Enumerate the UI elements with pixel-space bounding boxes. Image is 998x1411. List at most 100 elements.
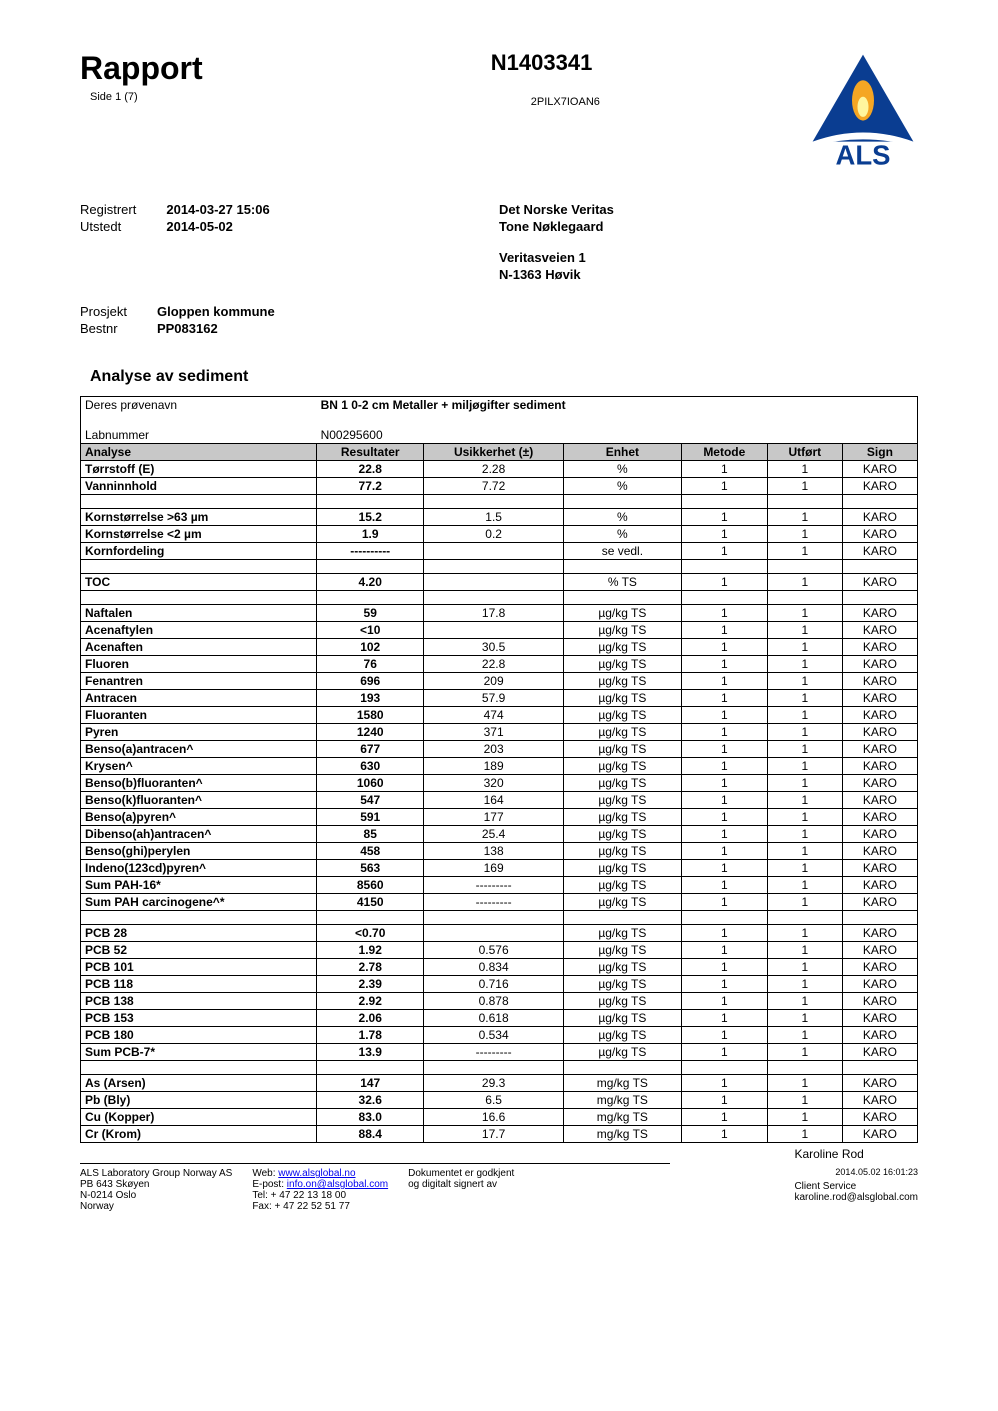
cell-uncertainty: 0.834: [424, 959, 564, 976]
cell-sign: KARO: [842, 622, 917, 639]
report-number: N1403341: [491, 50, 600, 76]
cell-performed: 1: [767, 461, 842, 478]
cell-performed: 1: [767, 942, 842, 959]
cell-unit: µg/kg TS: [563, 707, 681, 724]
cell-performed: 1: [767, 690, 842, 707]
cell-uncertainty: 2.28: [424, 461, 564, 478]
table-row: Benso(a)antracen^677203µg/kg TS11KARO: [81, 741, 918, 758]
cell-uncertainty: ---------: [424, 877, 564, 894]
table-row: Tørrstoff (E)22.82.28%11KARO: [81, 461, 918, 478]
cell-performed: 1: [767, 877, 842, 894]
footer-addr3: Norway: [80, 1201, 232, 1212]
cell-analyse: Vanninnhold: [81, 478, 317, 495]
section-title: Analyse av sediment: [90, 368, 918, 386]
cell-performed: 1: [767, 792, 842, 809]
cell-result: 2.39: [317, 976, 424, 993]
cell-performed: 1: [767, 826, 842, 843]
col-usikkerhet: Usikkerhet (±): [424, 444, 564, 461]
cell-unit: se vedl.: [563, 543, 681, 560]
cell-unit: µg/kg TS: [563, 843, 681, 860]
cell-performed: 1: [767, 707, 842, 724]
cell-analyse: Antracen: [81, 690, 317, 707]
registered-value: 2014-03-27 15:06: [166, 202, 269, 217]
cell-uncertainty: 177: [424, 809, 564, 826]
cell-unit: %: [563, 509, 681, 526]
table-row: Benso(k)fluoranten^547164µg/kg TS11KARO: [81, 792, 918, 809]
sig-email: karoline.rod@alsglobal.com: [794, 1192, 918, 1203]
cell-sign: KARO: [842, 1010, 917, 1027]
cell-performed: 1: [767, 758, 842, 775]
cell-uncertainty: [424, 622, 564, 639]
cell-unit: %: [563, 478, 681, 495]
cell-method: 1: [681, 543, 767, 560]
meta-block-1: Registrert Utstedt 2014-03-27 15:06 2014…: [80, 202, 918, 284]
cell-unit: µg/kg TS: [563, 690, 681, 707]
cell-analyse: PCB 153: [81, 1010, 317, 1027]
cell-result: 88.4: [317, 1126, 424, 1143]
cell-method: 1: [681, 605, 767, 622]
cell-result: 2.92: [317, 993, 424, 1010]
cell-performed: 1: [767, 673, 842, 690]
cell-analyse: Cr (Krom): [81, 1126, 317, 1143]
cell-result: 77.2: [317, 478, 424, 495]
sig-role: Client Service: [794, 1181, 918, 1192]
cell-method: 1: [681, 509, 767, 526]
cell-result: 1580: [317, 707, 424, 724]
cell-analyse: Tørrstoff (E): [81, 461, 317, 478]
cell-result: 147: [317, 1075, 424, 1092]
cell-sign: KARO: [842, 1126, 917, 1143]
cell-unit: µg/kg TS: [563, 605, 681, 622]
cell-performed: 1: [767, 741, 842, 758]
cell-analyse: PCB 138: [81, 993, 317, 1010]
cell-unit: µg/kg TS: [563, 758, 681, 775]
cell-method: 1: [681, 758, 767, 775]
footer-web-label: Web:: [252, 1168, 275, 1179]
cell-performed: 1: [767, 843, 842, 860]
cell-sign: KARO: [842, 976, 917, 993]
col-enhet: Enhet: [563, 444, 681, 461]
cell-analyse: Sum PCB-7*: [81, 1044, 317, 1061]
meta-date-values: 2014-03-27 15:06 2014-05-02: [166, 202, 269, 284]
meta-date-labels: Registrert Utstedt: [80, 202, 136, 284]
cell-unit: µg/kg TS: [563, 894, 681, 911]
footer-approved: Dokumentet er godkjent og digitalt signe…: [408, 1168, 514, 1212]
table-row: PCB 1532.060.618µg/kg TS11KARO: [81, 1010, 918, 1027]
cell-sign: KARO: [842, 758, 917, 775]
cell-result: 76: [317, 656, 424, 673]
table-row: PCB 521.920.576µg/kg TS11KARO: [81, 942, 918, 959]
cell-method: 1: [681, 1109, 767, 1126]
cell-unit: µg/kg TS: [563, 656, 681, 673]
blank-row: [81, 591, 918, 605]
cell-performed: 1: [767, 724, 842, 741]
table-row: PCB 1012.780.834µg/kg TS11KARO: [81, 959, 918, 976]
cell-method: 1: [681, 942, 767, 959]
table-row: Benso(b)fluoranten^1060320µg/kg TS11KARO: [81, 775, 918, 792]
footer-email-link[interactable]: info.on@alsglobal.com: [287, 1179, 388, 1190]
cell-unit: mg/kg TS: [563, 1109, 681, 1126]
cell-method: 1: [681, 860, 767, 877]
cell-sign: KARO: [842, 1075, 917, 1092]
cell-performed: 1: [767, 959, 842, 976]
cell-analyse: Acenaften: [81, 639, 317, 656]
cell-method: 1: [681, 574, 767, 591]
blank-row: [81, 1061, 918, 1075]
report-title: Rapport: [80, 50, 203, 87]
cell-sign: KARO: [842, 1027, 917, 1044]
cell-method: 1: [681, 1092, 767, 1109]
cell-uncertainty: 7.72: [424, 478, 564, 495]
project-value: Gloppen kommune: [157, 304, 275, 319]
cell-sign: KARO: [842, 461, 917, 478]
table-row: As (Arsen)14729.3mg/kg TS11KARO: [81, 1075, 918, 1092]
cell-result: 591: [317, 809, 424, 826]
cell-result: 2.06: [317, 1010, 424, 1027]
cell-sign: KARO: [842, 656, 917, 673]
footer-web-link[interactable]: www.alsglobal.no: [278, 1168, 355, 1179]
page-footer: ALS Laboratory Group Norway AS PB 643 Sk…: [80, 1143, 918, 1212]
cell-analyse: Fluoren: [81, 656, 317, 673]
cell-result: 22.8: [317, 461, 424, 478]
cell-uncertainty: 209: [424, 673, 564, 690]
footer-approved1: Dokumentet er godkjent: [408, 1168, 514, 1179]
footer-approved2: og digitalt signert av: [408, 1179, 514, 1190]
cell-uncertainty: 22.8: [424, 656, 564, 673]
cell-performed: 1: [767, 526, 842, 543]
